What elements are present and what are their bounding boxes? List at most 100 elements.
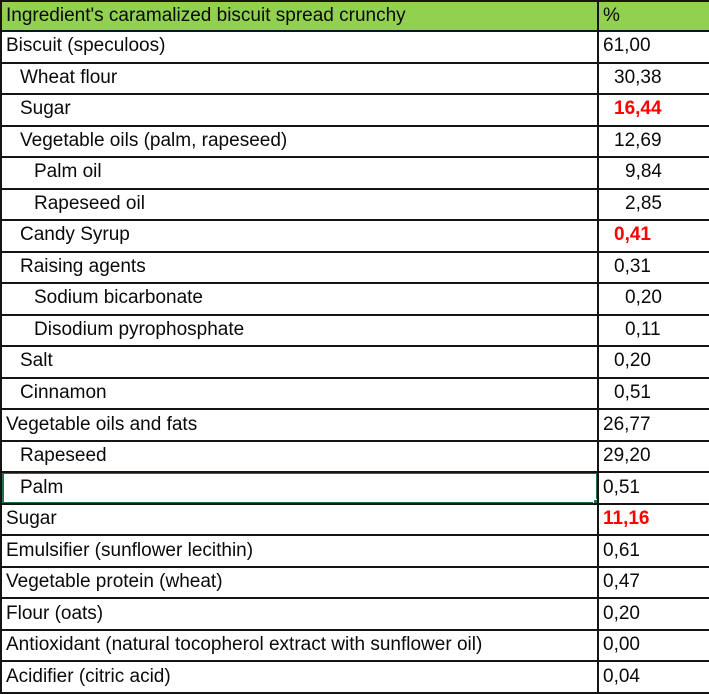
table-row: Rapeseed oil 2,85 — [0, 187, 709, 222]
ingredient-cell[interactable]: Rapeseed — [0, 439, 599, 474]
table-row: Raising agents 0,31 — [0, 250, 709, 285]
ingredient-cell[interactable]: Cinnamon — [0, 376, 599, 411]
ingredient-cell[interactable]: Raising agents — [0, 250, 599, 285]
table-row: Sugar 11,16 — [0, 502, 709, 537]
ingredient-label: Vegetable oils (palm, rapeseed) — [20, 129, 288, 151]
percent-cell[interactable]: 0,41 — [597, 219, 709, 253]
percent-cell[interactable]: 2,85 — [597, 187, 709, 222]
percent-value: 0,51 — [603, 476, 640, 498]
ingredient-cell[interactable]: Salt — [0, 345, 599, 379]
ingredient-label: Candy Syrup — [20, 224, 130, 246]
percent-cell[interactable]: 0,20 — [597, 597, 709, 631]
ingredient-label: Vegetable protein (wheat) — [6, 571, 223, 593]
ingredient-label: Salt — [20, 350, 53, 372]
ingredient-cell[interactable]: Palm — [0, 471, 599, 505]
table-row: Disodium pyrophosphate 0,11 — [0, 313, 709, 348]
ingredient-cell[interactable]: Biscuit (speculoos) — [0, 30, 599, 64]
percent-value: 0,61 — [603, 539, 640, 561]
percent-value: 12,69 — [614, 129, 662, 151]
table-row: Sugar 16,44 — [0, 93, 709, 127]
percent-cell[interactable]: 0,00 — [597, 628, 709, 663]
ingredient-cell[interactable]: Emulsifier (sunflower lecithin) — [0, 534, 599, 568]
table-row: Sodium bicarbonate 0,20 — [0, 282, 709, 316]
ingredient-cell[interactable]: Rapeseed oil — [0, 187, 599, 222]
percent-cell[interactable]: 0,51 — [597, 471, 709, 505]
percent-value: 16,44 — [614, 98, 662, 120]
ingredient-label: Rapeseed — [20, 445, 107, 467]
percent-value: 11,16 — [603, 508, 650, 530]
percent-cell[interactable]: 0,04 — [597, 660, 709, 694]
table-row: Wheat flour 30,38 — [0, 61, 709, 96]
table-row: Vegetable oils (palm, rapeseed) 12,69 — [0, 124, 709, 159]
percent-value: 0,20 — [625, 287, 662, 309]
percent-cell[interactable]: 61,00 — [597, 30, 709, 64]
table-row: Vegetable oils and fats 26,77 — [0, 408, 709, 442]
percent-value: 0,11 — [625, 318, 661, 340]
percent-cell[interactable]: 9,84 — [597, 156, 709, 190]
percent-cell[interactable]: 0,51 — [597, 376, 709, 411]
table-row: Cinnamon 0,51 — [0, 376, 709, 411]
percent-value: 61,00 — [603, 35, 651, 57]
percent-value: 0,51 — [614, 381, 651, 403]
ingredient-cell[interactable]: Antioxidant (natural tocopherol extract … — [0, 628, 599, 663]
header-percent-cell[interactable]: % — [597, 0, 709, 32]
ingredient-cell[interactable]: Candy Syrup — [0, 219, 599, 253]
table-row: Palm oil 9,84 — [0, 156, 709, 190]
percent-value: 2,85 — [625, 192, 662, 214]
ingredient-cell[interactable]: Disodium pyrophosphate — [0, 313, 599, 348]
percent-value: 0,20 — [603, 602, 640, 624]
ingredient-label: Raising agents — [20, 255, 146, 277]
percent-value: 0,04 — [603, 665, 640, 687]
ingredient-cell[interactable]: Vegetable oils and fats — [0, 408, 599, 442]
percent-value: 29,20 — [603, 445, 651, 467]
percent-cell[interactable]: 0,47 — [597, 565, 709, 600]
percent-value: 0,00 — [603, 634, 640, 656]
table-row: Candy Syrup 0,41 — [0, 219, 709, 253]
percent-cell[interactable]: 16,44 — [597, 93, 709, 127]
percent-cell[interactable]: 12,69 — [597, 124, 709, 159]
ingredient-label: Emulsifier (sunflower lecithin) — [6, 539, 254, 561]
table-row: Antioxidant (natural tocopherol extract … — [0, 628, 709, 663]
header-row: Ingredient's caramalized biscuit spread … — [0, 0, 709, 32]
table-row: Salt 0,20 — [0, 345, 709, 379]
percent-cell[interactable]: 0,61 — [597, 534, 709, 568]
ingredient-cell[interactable]: Acidifier (citric acid) — [0, 660, 599, 694]
percent-cell[interactable]: 30,38 — [597, 61, 709, 96]
percent-value: 9,84 — [625, 161, 662, 183]
fill-handle[interactable] — [593, 498, 596, 502]
ingredient-label: Acidifier (citric acid) — [6, 665, 171, 687]
ingredient-cell[interactable]: Sugar — [0, 93, 599, 127]
table-row: Palm 0,51 — [0, 471, 709, 505]
table-row: Flour (oats) 0,20 — [0, 597, 709, 631]
ingredient-cell[interactable]: Vegetable oils (palm, rapeseed) — [0, 124, 599, 159]
table-body: Biscuit (speculoos) 61,00 Wheat flour 30… — [0, 30, 709, 694]
ingredient-label: Biscuit (speculoos) — [6, 35, 166, 57]
percent-cell[interactable]: 29,20 — [597, 439, 709, 474]
percent-cell[interactable]: 0,31 — [597, 250, 709, 285]
percent-cell[interactable]: 11,16 — [597, 502, 709, 537]
percent-value: 0,47 — [603, 571, 640, 593]
ingredient-label: Cinnamon — [20, 381, 107, 403]
ingredient-cell[interactable]: Sugar — [0, 502, 599, 537]
ingredient-cell[interactable]: Vegetable protein (wheat) — [0, 565, 599, 600]
table-row: Acidifier (citric acid) 0,04 — [0, 660, 709, 694]
ingredient-label: Flour (oats) — [6, 602, 104, 624]
ingredient-cell[interactable]: Sodium bicarbonate — [0, 282, 599, 316]
percent-cell[interactable]: 0,11 — [597, 313, 709, 348]
table-row: Vegetable protein (wheat) 0,47 — [0, 565, 709, 600]
ingredient-label: Sodium bicarbonate — [34, 287, 203, 309]
percent-value: 30,38 — [614, 66, 662, 88]
percent-cell[interactable]: 0,20 — [597, 345, 709, 379]
ingredient-cell[interactable]: Wheat flour — [0, 61, 599, 96]
ingredient-cell[interactable]: Flour (oats) — [0, 597, 599, 631]
ingredient-label: Antioxidant (natural tocopherol extract … — [6, 634, 483, 656]
percent-cell[interactable]: 0,20 — [597, 282, 709, 316]
ingredient-label: Palm — [20, 476, 64, 498]
percent-cell[interactable]: 26,77 — [597, 408, 709, 442]
header-ingredient-cell[interactable]: Ingredient's caramalized biscuit spread … — [0, 0, 599, 32]
ingredient-label: Disodium pyrophosphate — [34, 318, 245, 340]
percent-value: 0,20 — [614, 350, 651, 372]
ingredient-label: Sugar — [20, 98, 71, 120]
percent-value: 26,77 — [603, 413, 651, 435]
ingredient-cell[interactable]: Palm oil — [0, 156, 599, 190]
